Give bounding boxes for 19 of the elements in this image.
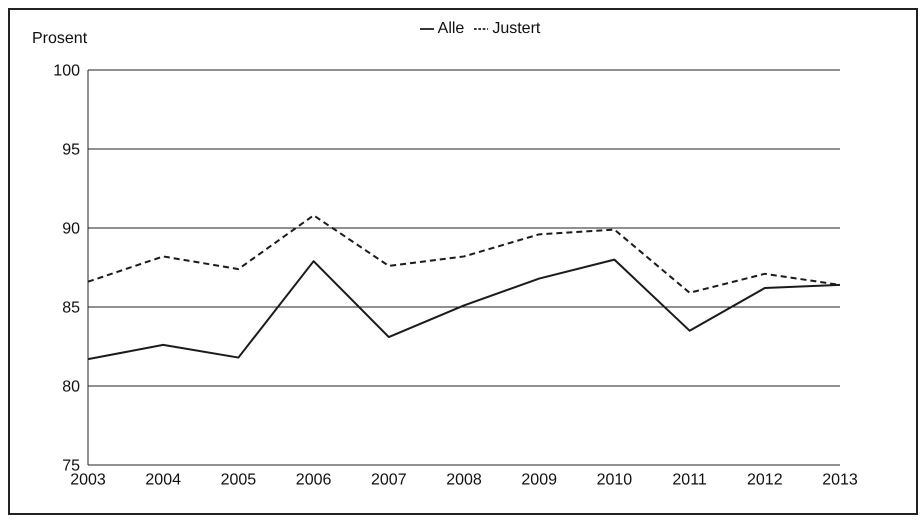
x-tick-label: 2010	[596, 471, 632, 488]
x-tick-label: 2005	[220, 471, 256, 488]
x-tick-label: 2007	[371, 471, 407, 488]
legend-label: Justert	[492, 20, 540, 37]
x-tick-label: 2013	[822, 471, 858, 488]
y-axis-title: Prosent	[32, 30, 88, 48]
y-tick-label: 90	[62, 220, 80, 238]
legend-label: Alle	[438, 20, 464, 37]
x-tick-label: 2012	[747, 471, 783, 488]
y-tick-label: 100	[53, 62, 80, 80]
x-tick-label: 2008	[446, 471, 482, 488]
y-tick-label: 95	[62, 142, 80, 159]
y-tick-label: 80	[62, 378, 80, 396]
x-tick-label: 2011	[672, 471, 707, 488]
x-tick-label: 2003	[70, 471, 106, 488]
x-tick-label: 2006	[296, 471, 332, 488]
y-tick-label: 85	[62, 300, 80, 317]
x-tick-label: 2004	[145, 471, 182, 488]
x-tick-label: 2009	[521, 471, 558, 488]
